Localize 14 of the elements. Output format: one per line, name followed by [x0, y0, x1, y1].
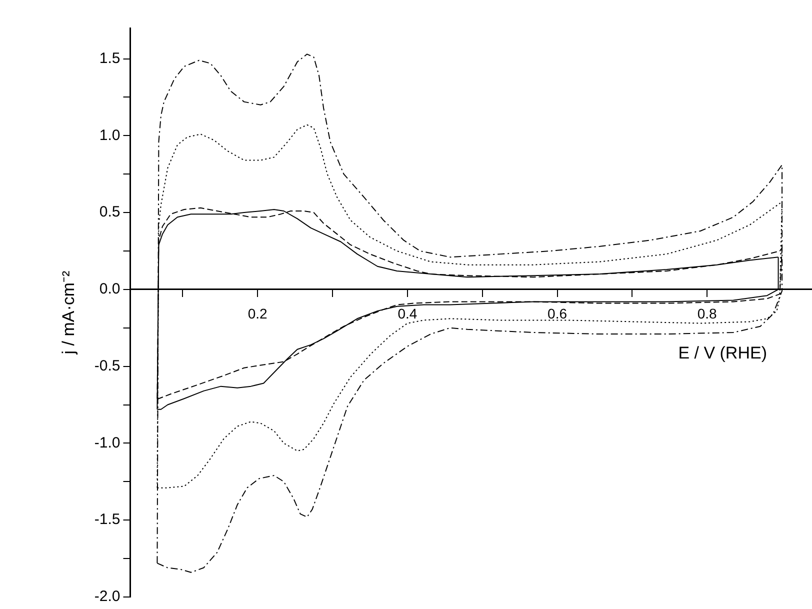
y-tick-label: -0.5	[94, 357, 120, 374]
x-tick-label: 0.4	[398, 306, 418, 322]
y-tick-label: -1.5	[94, 511, 120, 528]
y-tick-label: 1.5	[99, 50, 120, 67]
y-axis-title: j / mA·cm⁻²	[58, 270, 78, 356]
x-tick-label: 0.6	[548, 306, 568, 322]
y-tick-label: 1.0	[99, 126, 120, 144]
x-axis-title: E / V (RHE)	[678, 344, 767, 363]
y-tick-label: 0.0	[99, 280, 120, 298]
y-tick-label: -1.0	[94, 434, 120, 452]
y-tick-label: -2.0	[94, 588, 120, 606]
y-tick-label: 0.5	[99, 204, 120, 221]
x-tick-label: 0.2	[248, 306, 268, 322]
x-tick-label: 0.8	[697, 306, 718, 322]
